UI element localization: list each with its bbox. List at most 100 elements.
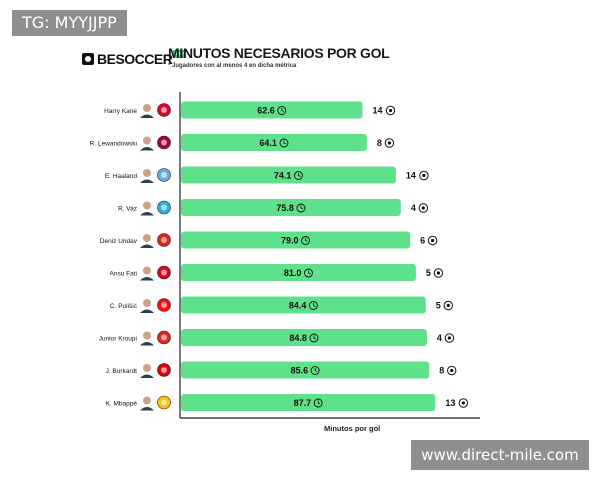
ball-patch bbox=[450, 368, 454, 373]
ball-patch bbox=[431, 238, 435, 243]
player-head bbox=[143, 331, 151, 340]
player-avatar bbox=[140, 266, 154, 281]
goals-label: 14 bbox=[373, 106, 383, 116]
clock-icon bbox=[293, 171, 303, 180]
stuttgart-badge-icon bbox=[157, 233, 171, 247]
player-avatar bbox=[140, 169, 154, 183]
clock-face bbox=[308, 301, 318, 310]
bar-value-label: 85.6 bbox=[291, 366, 309, 376]
player-head bbox=[143, 234, 151, 242]
soccer-ball-icon bbox=[443, 300, 453, 311]
milan-badge-icon bbox=[157, 298, 171, 312]
player-shoulders bbox=[140, 407, 154, 411]
brand-logo: BESOCCER Pro bbox=[82, 50, 186, 67]
soccer-ball-icon bbox=[433, 268, 444, 278]
bar-value-label: 84.4 bbox=[289, 301, 307, 311]
bar bbox=[181, 361, 430, 379]
clock-face bbox=[277, 106, 287, 115]
clock-hands bbox=[298, 173, 301, 177]
clock-icon bbox=[296, 203, 306, 213]
clock-face bbox=[296, 203, 306, 213]
goals-label: 5 bbox=[436, 301, 441, 311]
player-avatar bbox=[140, 201, 154, 216]
watermark-bottom: www.direct-mile.com bbox=[411, 440, 589, 470]
player-head bbox=[143, 104, 151, 112]
clock-face bbox=[310, 366, 320, 375]
ball-patch bbox=[436, 271, 440, 275]
clock-face bbox=[301, 236, 310, 245]
soccer-ball-icon bbox=[419, 170, 429, 181]
player-avatar bbox=[140, 364, 154, 378]
clock-hands bbox=[283, 140, 287, 145]
player-head bbox=[143, 201, 151, 210]
clock-face bbox=[313, 398, 323, 408]
clock-icon bbox=[301, 236, 310, 245]
soccer-ball-icon bbox=[427, 235, 438, 246]
goals-label: 4 bbox=[437, 333, 442, 343]
badge-center bbox=[161, 399, 167, 406]
clock-face bbox=[309, 333, 319, 343]
goals-label: 4 bbox=[411, 203, 416, 213]
player-name-label: C. Pulišić bbox=[110, 303, 138, 310]
clock-face bbox=[293, 171, 303, 180]
player-head bbox=[143, 364, 151, 372]
player-shoulders bbox=[140, 147, 154, 151]
clock-icon bbox=[277, 106, 287, 115]
soccer-ball-icon bbox=[418, 203, 429, 213]
bar-value-label: 75.8 bbox=[276, 203, 294, 213]
player-head bbox=[143, 299, 151, 307]
badge-center bbox=[161, 139, 167, 146]
goals-label: 13 bbox=[445, 398, 455, 408]
soccer-ball-icon bbox=[458, 398, 469, 408]
ball-patch bbox=[422, 173, 426, 178]
player-name-label: Deniz Undav bbox=[100, 238, 138, 245]
clock-icon bbox=[309, 333, 319, 343]
bar-value-label: 79.0 bbox=[281, 236, 299, 246]
badge-center bbox=[161, 204, 167, 211]
ball-patch bbox=[388, 108, 393, 113]
ball-patch bbox=[446, 303, 450, 308]
bar bbox=[181, 101, 363, 119]
x-axis-label: Minutos por gol bbox=[324, 424, 381, 433]
brand-name: BESOCCER bbox=[97, 51, 173, 67]
badge-center bbox=[161, 367, 167, 373]
player-shoulders bbox=[140, 277, 154, 281]
player-name-label: Ansu Fati bbox=[110, 271, 137, 278]
player-shoulders bbox=[140, 374, 154, 378]
player-avatar bbox=[140, 299, 154, 313]
player-shoulders bbox=[140, 179, 154, 183]
player-avatar bbox=[140, 331, 154, 346]
bar-value-label: 87.7 bbox=[294, 398, 312, 408]
ball-patch bbox=[447, 336, 452, 340]
real-madrid-badge-icon bbox=[157, 395, 171, 410]
clock-hands bbox=[308, 270, 311, 275]
clock-hands bbox=[281, 108, 284, 112]
monaco-badge-icon bbox=[157, 265, 171, 280]
bar bbox=[181, 329, 427, 346]
bar bbox=[181, 231, 411, 249]
goals-label: 14 bbox=[406, 171, 416, 181]
clock-hands bbox=[314, 368, 318, 372]
player-name-label: R. Lewandowski bbox=[90, 141, 137, 148]
badge-center bbox=[161, 237, 167, 243]
player-shoulders bbox=[140, 244, 154, 248]
player-shoulders bbox=[140, 114, 154, 118]
bar bbox=[181, 166, 396, 184]
soccer-ball-icon bbox=[384, 138, 395, 148]
ball-patch bbox=[461, 401, 465, 405]
bar bbox=[181, 134, 367, 151]
bar-value-label: 81.0 bbox=[284, 268, 302, 278]
badge-center bbox=[161, 334, 167, 341]
player-avatar bbox=[140, 136, 154, 151]
player-avatar bbox=[140, 396, 154, 411]
bar bbox=[181, 296, 426, 314]
bar-value-label: 64.1 bbox=[259, 138, 277, 148]
clock-icon bbox=[313, 398, 323, 408]
soccer-ball-icon bbox=[444, 333, 455, 343]
goals-label: 8 bbox=[439, 366, 444, 376]
badge-center bbox=[161, 172, 167, 178]
badge-center bbox=[161, 107, 167, 113]
player-shoulders bbox=[140, 212, 154, 216]
ball-patch bbox=[421, 206, 425, 210]
bar bbox=[181, 394, 436, 411]
